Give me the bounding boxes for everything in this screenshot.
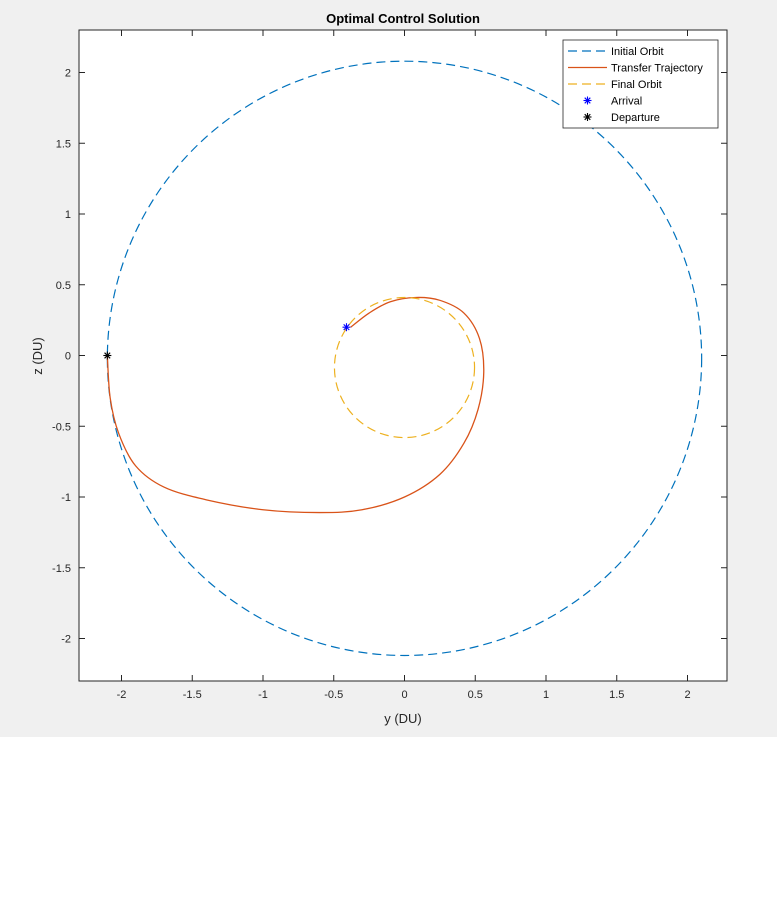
x-tick-label: 2 (684, 689, 690, 701)
arrival-marker (342, 323, 351, 332)
x-tick-label: 1 (543, 689, 549, 701)
legend-label-transfer-trajectory: Transfer Trajectory (611, 63, 703, 75)
x-tick-label: 0.5 (468, 689, 483, 701)
y-tick-label: -0.5 (52, 421, 71, 433)
legend-swatch-arrival (583, 96, 592, 105)
legend-label-final-orbit: Final Orbit (611, 79, 662, 91)
y-tick-label: -1 (61, 492, 71, 504)
axes-box (78, 29, 728, 682)
legend-label-departure: Departure (611, 112, 660, 124)
x-tick-label: 0 (401, 689, 407, 701)
chart-title: Optimal Control Solution (326, 11, 480, 26)
y-axis-title: z (DU) (30, 337, 45, 375)
x-tick-label: -0.5 (324, 689, 343, 701)
departure-marker (103, 351, 112, 360)
legend-label-initial-orbit: Initial Orbit (611, 46, 664, 58)
x-tick-label: -1 (258, 689, 268, 701)
plot-area: Optimal Control Solution -2 -1.5 -1 -0.5 0 0.… (30, 11, 728, 726)
y-tick-label: 2 (65, 68, 71, 80)
final-orbit-line (333, 296, 476, 439)
x-tick-label: -1.5 (183, 689, 202, 701)
y-tick-label: -2 (61, 634, 71, 646)
y-tick-label: 1.5 (56, 138, 71, 150)
transfer-trajectory-line (106, 296, 485, 514)
tick-layer: -2 -1.5 -1 -0.5 0 0.5 1 1.5 2 -2 -1.5 -1 -0.5 0 0.5 1 1.… (52, 30, 727, 701)
x-tick-label: 1.5 (609, 689, 624, 701)
legend: Initial Orbit Transfer Trajectory Final Or… (562, 39, 719, 129)
legend-swatch-departure (583, 113, 592, 121)
figure-window: Optimal Control Solution -2 -1.5 -1 -0.5 0 0.… (0, 0, 777, 737)
initial-orbit-line (106, 60, 703, 657)
series-layer (103, 60, 703, 657)
x-axis-title: y (DU) (384, 711, 422, 726)
y-tick-label: 0.5 (56, 280, 71, 292)
y-tick-label: -1.5 (52, 563, 71, 575)
legend-label-arrival: Arrival (611, 96, 642, 108)
y-tick-label: 1 (65, 209, 71, 221)
x-tick-label: -2 (117, 689, 127, 701)
y-tick-label: 0 (65, 351, 71, 363)
